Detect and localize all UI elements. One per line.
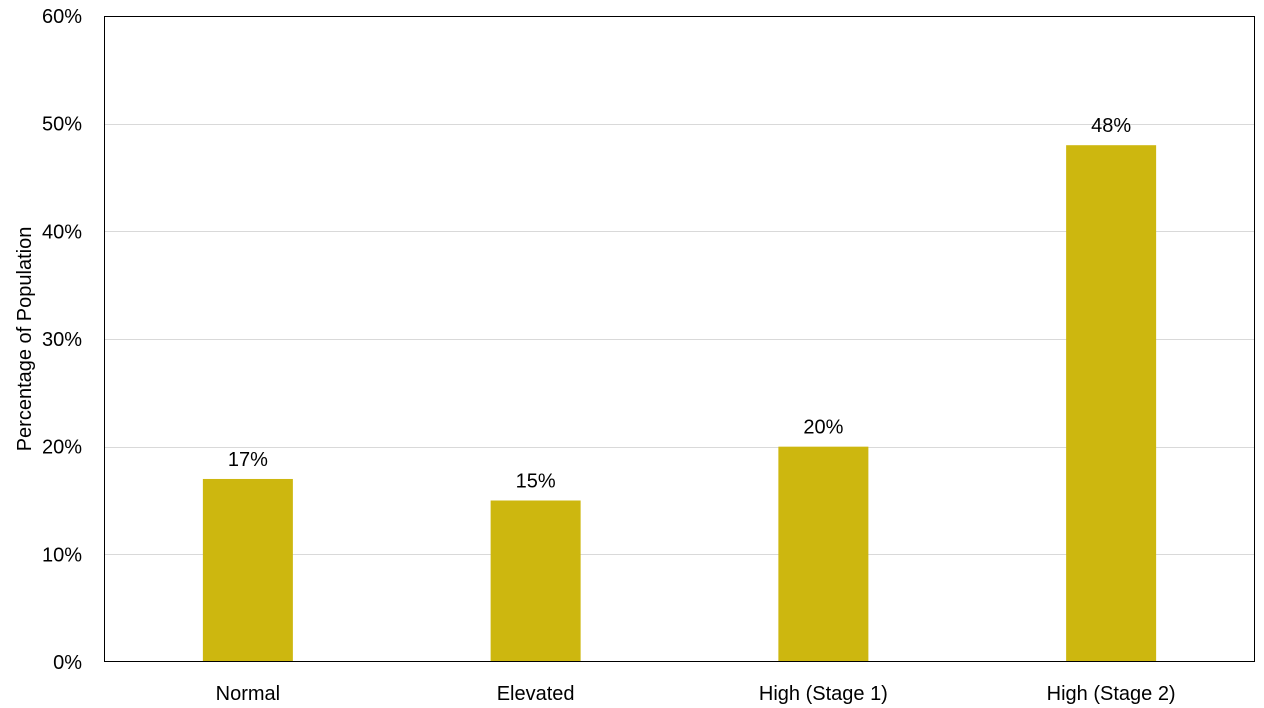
bar — [1066, 145, 1157, 662]
bar — [202, 478, 293, 662]
x-axis-tick-labels: Normal Elevated High (Stage 1) High (Stage … — [216, 683, 1176, 705]
x-tick-label: High (Stage 1) — [759, 683, 888, 705]
bar — [778, 446, 869, 662]
y-tick-label: 0% — [53, 652, 82, 674]
data-label: 20% — [803, 417, 843, 439]
y-tick-label: 20% — [42, 437, 82, 459]
plot-area-frame — [104, 16, 1255, 662]
y-tick-label: 50% — [42, 114, 82, 136]
data-label: 17% — [228, 449, 268, 471]
y-axis-title: Percentage of Population — [14, 227, 36, 452]
y-tick-label: 40% — [42, 221, 82, 243]
x-tick-label: High (Stage 2) — [1047, 683, 1176, 705]
data-label: 15% — [516, 471, 556, 493]
gridlines — [104, 124, 1255, 555]
x-tick-label: Elevated — [497, 683, 575, 705]
y-tick-label: 10% — [42, 544, 82, 566]
y-axis-tick-labels: 0% 10% 20% 30% 40% 50% 60% — [42, 6, 82, 674]
y-tick-label: 30% — [42, 329, 82, 351]
y-tick-label: 60% — [42, 6, 82, 28]
bars — [202, 145, 1157, 662]
x-tick-label: Normal — [216, 683, 280, 705]
data-labels: 17% 15% 20% 48% — [228, 115, 1131, 492]
bar — [490, 500, 581, 662]
data-label: 48% — [1091, 115, 1131, 137]
